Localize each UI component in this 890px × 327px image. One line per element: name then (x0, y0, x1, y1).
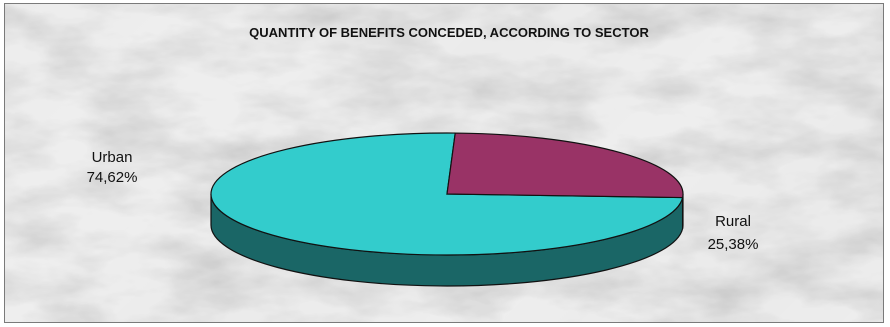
slice-label-rural-name: Rural (715, 213, 751, 230)
pie-chart: QUANTITY OF BENEFITS CONCEDED, ACCORDING… (5, 4, 883, 322)
pie-slice-rural (446, 132, 684, 199)
chart-title: QUANTITY OF BENEFITS CONCEDED, ACCORDING… (249, 25, 649, 40)
chart-frame: QUANTITY OF BENEFITS CONCEDED, ACCORDING… (4, 3, 884, 323)
slice-label-urban-value: 74,62% (87, 169, 138, 186)
slice-label-urban-name: Urban (92, 149, 133, 166)
pie-group (210, 132, 684, 287)
slice-label-rural-value: 25,38% (708, 236, 759, 253)
